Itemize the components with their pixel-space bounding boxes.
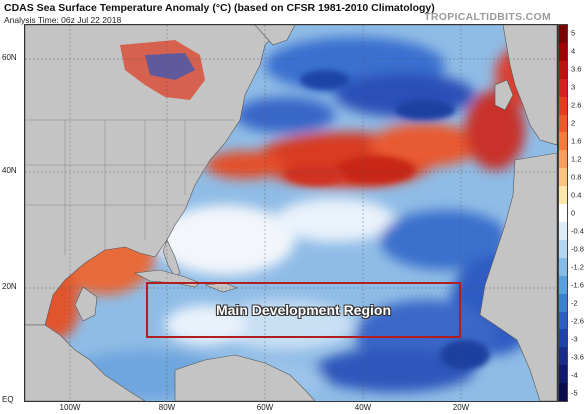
colorbar-tick-label: 0.4 [571, 190, 582, 200]
colorbar-segment [559, 132, 567, 151]
lon-label-80w: 80W [158, 403, 176, 412]
colorbar-segment [559, 275, 567, 294]
colorbar-segment [559, 329, 567, 348]
colorbar-segment [559, 96, 567, 115]
colorbar-segment [559, 150, 567, 169]
colorbar-tick-label: 3.6 [571, 64, 582, 74]
colorbar-segment [559, 311, 567, 330]
colorbar-segment [559, 42, 567, 61]
colorbar-tick-label: -0.8 [571, 244, 584, 254]
colorbar-segment [559, 293, 567, 312]
colorbar-segment [559, 204, 567, 222]
colorbar-tick-label: -0.4 [571, 226, 584, 236]
colorbar-segment [559, 168, 567, 187]
lat-label-40n: 40N [2, 166, 17, 175]
political-borders [25, 119, 235, 255]
sst-anomaly-map [24, 24, 558, 402]
colorbar-tick-label: 0.8 [571, 172, 582, 182]
colorbar-tick-label: -3.6 [571, 352, 584, 362]
colorbar-tick-label: 2 [571, 118, 576, 128]
colorbar-segment [559, 25, 567, 43]
colorbar-tick-label: 5 [571, 28, 576, 38]
colorbar-segment [559, 383, 567, 402]
colorbar-tick-label: -2 [571, 298, 578, 308]
lat-label-20n: 20N [2, 282, 17, 291]
colorbar-tick-label: -3 [571, 334, 578, 344]
south-america-land [174, 354, 316, 401]
central-america-land [25, 324, 146, 401]
colorbar-segment [559, 365, 567, 384]
colorbar-segment [559, 60, 567, 79]
colorbar [558, 24, 568, 402]
colorbar-tick-label: 1.2 [571, 154, 582, 164]
map-graphic [25, 25, 557, 401]
colorbar-tick-label: 1.6 [571, 136, 582, 146]
europe-land [502, 25, 557, 146]
colorbar-tick-label: -5 [571, 388, 578, 398]
colorbar-tick-label: -1.2 [571, 262, 584, 272]
africa-land [479, 152, 557, 401]
colorbar-tick-label: -4 [571, 370, 578, 380]
colorbar-tick-label: -1.6 [571, 280, 584, 290]
main-development-region-box: Main Development Region [146, 282, 461, 338]
analysis-time: Analysis Time: 06z Jul 22 2018 [4, 15, 122, 25]
colorbar-segment [559, 239, 567, 258]
colorbar-tick-label: -2.6 [571, 316, 584, 326]
lat-label-eq: EQ [2, 395, 14, 404]
yucatan-land [74, 286, 98, 322]
lon-label-100w: 100W [59, 403, 81, 412]
map-title: CDAS Sea Surface Temperature Anomaly (°C… [4, 2, 435, 14]
brand-watermark: TROPICALTIDBITS.COM [424, 11, 551, 23]
colorbar-tick-label: 0 [571, 208, 576, 218]
colorbar-segment [559, 257, 567, 276]
colorbar-segment [559, 114, 567, 133]
lon-label-60w: 60W [256, 403, 274, 412]
lon-label-20w: 20W [452, 403, 470, 412]
lon-label-40w: 40W [354, 403, 372, 412]
colorbar-segment [559, 186, 567, 205]
main-development-region-label: Main Development Region [215, 302, 392, 318]
colorbar-segment [559, 78, 567, 97]
colorbar-tick-label: 2.6 [571, 100, 582, 110]
colorbar-segment [559, 347, 567, 366]
lat-label-60n: 60N [2, 53, 17, 62]
colorbar-tick-label: 4 [571, 46, 576, 56]
british-isles-land [494, 79, 514, 111]
colorbar-segment [559, 221, 567, 240]
colorbar-tick-label: 3 [571, 82, 576, 92]
graticule [25, 25, 557, 401]
north-america-land [25, 25, 557, 326]
